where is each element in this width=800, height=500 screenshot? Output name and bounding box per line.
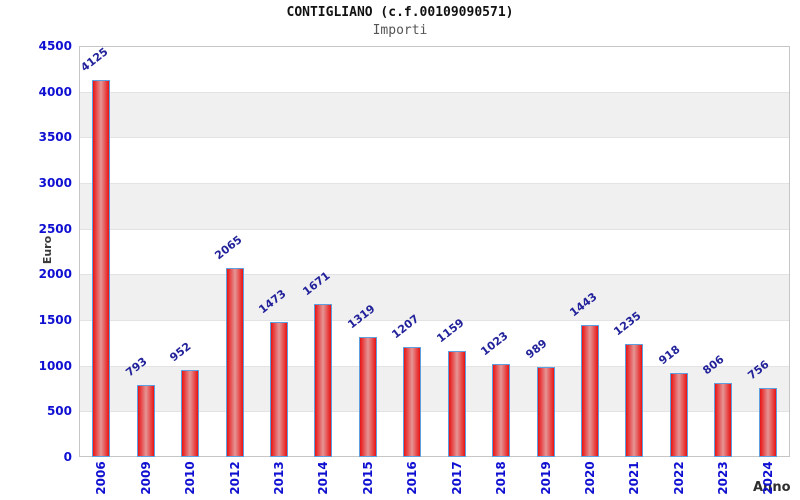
bar <box>359 337 377 457</box>
bar <box>314 304 332 457</box>
bar <box>181 370 199 457</box>
y-tick-label: 1500 <box>38 313 72 327</box>
bar <box>759 388 777 457</box>
bar <box>714 383 732 457</box>
bar <box>270 322 288 457</box>
bar <box>625 344 643 457</box>
y-tick-label: 2000 <box>38 267 72 282</box>
x-tick-label: 2013 <box>272 461 286 495</box>
bar <box>137 385 155 457</box>
x-tick-label: 2015 <box>361 461 375 495</box>
y-tick-label: 500 <box>46 404 72 419</box>
x-tick-label: 2014 <box>316 461 330 495</box>
bar <box>92 80 110 457</box>
bar <box>226 268 244 457</box>
x-tick-label: 2023 <box>716 461 730 495</box>
x-tick-label: 2006 <box>94 461 108 495</box>
gridline-band <box>79 274 790 320</box>
gridline-band <box>79 46 790 92</box>
y-tick-label: 3000 <box>38 176 72 190</box>
x-tick-label: 2022 <box>672 461 686 495</box>
x-tick-label: 2021 <box>627 461 641 495</box>
x-tick-label: 2009 <box>139 461 153 495</box>
y-tick-label: 4500 <box>38 39 72 53</box>
gridline-band <box>79 228 790 275</box>
gridline-band <box>79 183 790 229</box>
chart-subtitle: Importi <box>372 23 428 38</box>
bar <box>403 347 421 457</box>
y-tick-label: 3500 <box>38 130 72 145</box>
bar <box>492 364 510 457</box>
x-axis-title: Anno <box>753 480 791 495</box>
x-tick-label: 2024 <box>761 461 775 495</box>
bar <box>448 351 466 457</box>
x-tick-label: 2016 <box>405 461 419 495</box>
x-tick-label: 2017 <box>450 461 464 495</box>
x-tick-label: 2012 <box>228 461 242 495</box>
gridline-band <box>79 137 790 183</box>
bar <box>537 367 555 457</box>
y-tick-label: 2500 <box>38 221 72 236</box>
chart-title: CONTIGLIANO (c.f.00109090571) <box>286 5 514 20</box>
bar <box>670 373 688 457</box>
y-tick-label: 0 <box>63 450 72 464</box>
gridline-band <box>79 320 790 366</box>
x-tick-label: 2018 <box>494 461 508 495</box>
bar <box>581 325 599 457</box>
x-tick-label: 2020 <box>583 461 597 495</box>
y-tick-label: 1000 <box>38 358 72 373</box>
x-tick-label: 2010 <box>183 461 197 495</box>
y-tick-label: 4000 <box>38 84 72 99</box>
gridline-band <box>79 91 790 138</box>
x-tick-label: 2019 <box>539 461 553 495</box>
